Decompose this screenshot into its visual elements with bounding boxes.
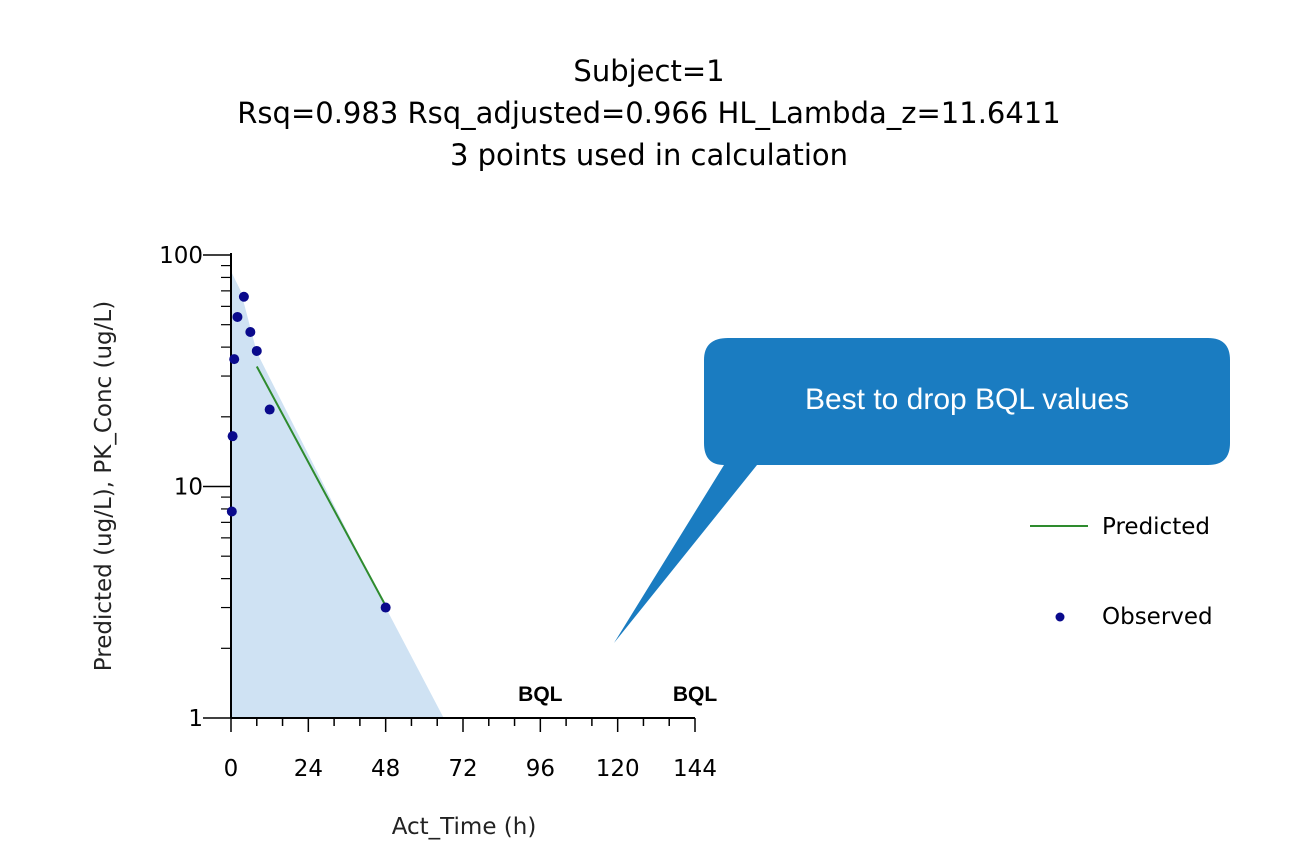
legend-predicted-label: Predicted [1102,514,1210,540]
observed-point [227,431,238,442]
predicted-line-layer [255,366,387,607]
shaded-area-layer [231,271,444,718]
x-tick-label: 72 [448,756,477,782]
observed-point [251,345,262,356]
y-tick-label: 10 [174,475,203,501]
y-tick-label: 1 [188,706,203,732]
x-axis-title: Act_Time (h) [392,814,537,840]
chart-subtitle-stats: Rsq=0.983 Rsq_adjusted=0.966 HL_Lambda_z… [237,96,1061,130]
axes [203,253,696,732]
chart-title-block: Subject=1 Rsq=0.983 Rsq_adjusted=0.966 H… [0,50,1298,176]
observed-point [226,506,237,517]
callout-bubble [614,338,1230,643]
callout: Best to drop BQL values [614,338,1230,643]
bql-annotation: BQL [518,683,563,706]
observed-point [238,291,249,302]
observed-point [245,326,256,337]
x-tick-label: 0 [224,756,239,782]
x-tick-label: 120 [596,756,640,782]
chart-title: Subject=1 [573,54,725,88]
predicted-line [255,366,387,607]
callout-text: Best to drop BQL values [805,383,1129,416]
observed-point [232,311,243,322]
bql-annotation: BQL [673,683,718,706]
legend-observed-swatch [1055,612,1065,622]
x-tick-label: 24 [294,756,323,782]
x-tick-label: 96 [526,756,555,782]
observed-point [264,404,275,415]
shaded-area [231,271,444,718]
legend-observed-label: Observed [1102,604,1213,630]
observed-point [380,602,391,613]
chart-subtitle-points: 3 points used in calculation [449,138,849,172]
y-axis-title: Predicted (ug/L), PK_Conc (ug/L) [91,301,117,671]
x-tick-label: 144 [673,756,717,782]
observed-point [229,354,240,365]
legend: Predicted Observed [1030,514,1213,630]
y-tick-label: 100 [159,243,203,269]
x-tick-label: 48 [371,756,400,782]
observed-points-layer [226,291,391,613]
axis-labels-layer: 0 24 48 72 96 120 144 1 10 100 BQL BQL [159,243,717,782]
